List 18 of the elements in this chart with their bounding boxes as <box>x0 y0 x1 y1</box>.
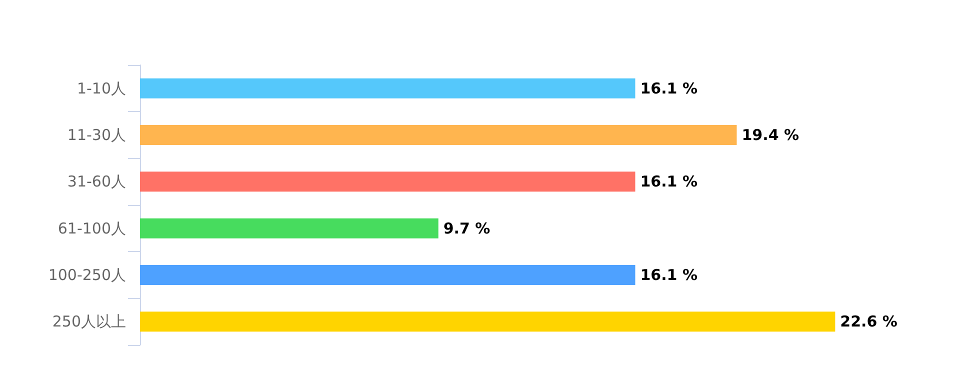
y-tick-label: 31-60人 <box>67 172 126 191</box>
bar <box>140 265 636 285</box>
data-label: 19.4 % <box>742 126 800 144</box>
bar <box>140 218 438 238</box>
bar <box>140 312 836 332</box>
y-tick-label: 61-100人 <box>58 219 126 238</box>
data-label: 16.1 % <box>640 79 698 98</box>
y-tick-label: 11-30人 <box>67 126 126 144</box>
bar <box>140 78 636 98</box>
y-tick-label: 250人以上 <box>52 312 126 331</box>
data-label: 22.6 % <box>840 312 898 331</box>
data-label: 9.7 % <box>443 219 490 238</box>
data-label: 16.1 % <box>640 266 698 284</box>
bar <box>140 125 737 145</box>
y-tick-label: 100-250人 <box>48 266 126 284</box>
y-tick-label: 1-10人 <box>76 79 126 98</box>
data-label: 16.1 % <box>640 172 698 191</box>
bar <box>140 172 636 192</box>
